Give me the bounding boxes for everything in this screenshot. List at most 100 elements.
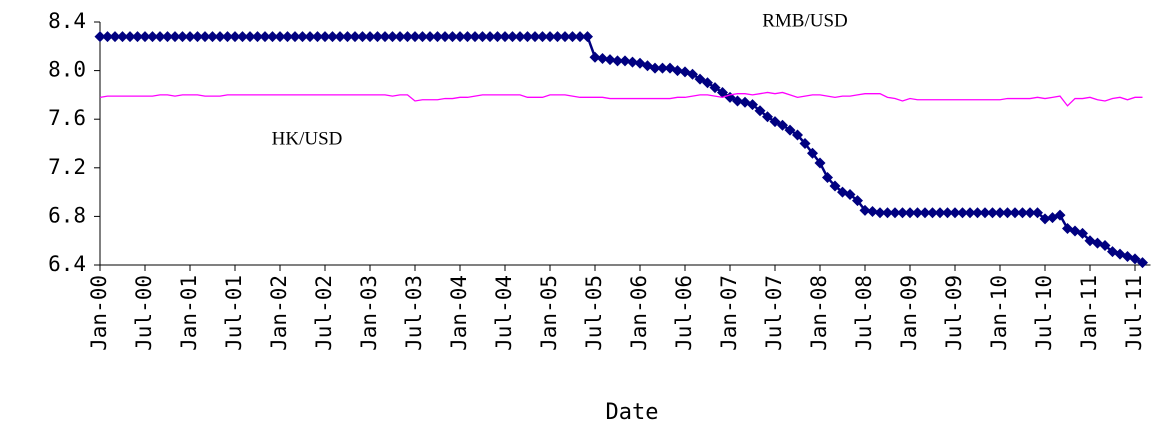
data-point [394,31,406,43]
data-point [582,31,593,43]
data-point [342,31,353,43]
data-point [169,31,181,43]
data-point [162,31,173,43]
data-point [897,207,908,219]
x-tick-label: Jul-10 [1032,275,1056,351]
data-point [117,31,128,43]
x-tick-label: Jan-10 [987,275,1011,351]
data-point [109,31,121,43]
data-point [919,207,931,219]
data-point [1002,207,1013,219]
data-point [619,55,631,67]
data-point [1077,227,1088,239]
data-point [604,54,616,66]
data-point [379,31,391,43]
data-point [507,31,518,43]
data-point [417,31,428,43]
data-point [424,31,436,43]
data-point [829,180,841,192]
data-point [702,77,713,89]
data-point [762,111,773,123]
series-1 [94,31,1148,269]
data-point [957,207,968,219]
x-tick-label: Jul-04 [492,275,516,351]
x-tick-label: Jul-03 [402,275,426,351]
data-point [687,68,698,80]
data-point [349,31,361,43]
x-tick-label: Jan-05 [537,275,561,351]
data-point [439,31,451,43]
annotation: HK/USD [272,128,343,149]
x-tick-label: Jul-11 [1122,275,1146,351]
data-point [484,31,496,43]
data-point [867,206,878,218]
data-point [259,31,271,43]
data-point [1009,207,1021,219]
data-point [709,82,721,94]
data-point [754,105,766,117]
data-point [694,73,706,85]
series-line [99,91,1143,107]
data-point [102,31,113,43]
x-tick-label: Jul-06 [672,275,696,351]
x-tick-label: Jul-02 [312,275,336,351]
data-point [132,31,143,43]
data-point [477,31,488,43]
x-tick-label: Jan-07 [717,275,741,351]
data-point [529,31,541,43]
data-point [267,31,278,43]
data-point [229,31,241,43]
data-point [732,95,743,107]
x-tick-label: Jan-02 [267,275,291,351]
data-point [559,31,571,43]
data-point [184,31,196,43]
data-point [372,31,383,43]
data-point [1039,213,1051,225]
data-point [282,31,293,43]
data-point [522,31,533,43]
data-point [567,31,578,43]
data-point [769,116,781,128]
data-point [469,31,481,43]
data-point [199,31,211,43]
x-tick-label: Jan-08 [807,275,831,351]
data-point [717,86,728,98]
data-point [514,31,526,43]
data-point [852,195,863,207]
data-point [312,31,323,43]
data-point [207,31,218,43]
data-point [154,31,166,43]
data-point [1032,207,1043,219]
data-point [1137,257,1148,269]
data-point [889,207,901,219]
data-point [297,31,308,43]
x-tick-label: Jan-06 [627,275,651,351]
data-point [747,99,758,111]
data-point [972,207,983,219]
data-point [949,207,961,219]
data-point [672,65,683,77]
data-point [274,31,286,43]
data-point [657,62,668,74]
series-line [100,35,1144,264]
data-point [1107,246,1118,258]
data-point [882,207,893,219]
data-point [1017,207,1028,219]
data-point [304,31,316,43]
data-point [447,31,458,43]
data-point [799,138,811,149]
data-point [612,55,623,67]
data-point [627,56,638,68]
data-point [912,207,923,219]
y-tick-label: 6.4 [48,252,86,276]
data-point [994,207,1006,219]
data-point [844,189,856,201]
data-point [552,31,563,43]
x-axis-title: Date [606,400,659,425]
x-tick-label: Jan-04 [447,275,471,351]
annotation: RMB/USD [762,10,848,31]
data-point [237,31,248,43]
y-tick-label: 8.4 [48,9,86,33]
data-point [1099,240,1111,252]
